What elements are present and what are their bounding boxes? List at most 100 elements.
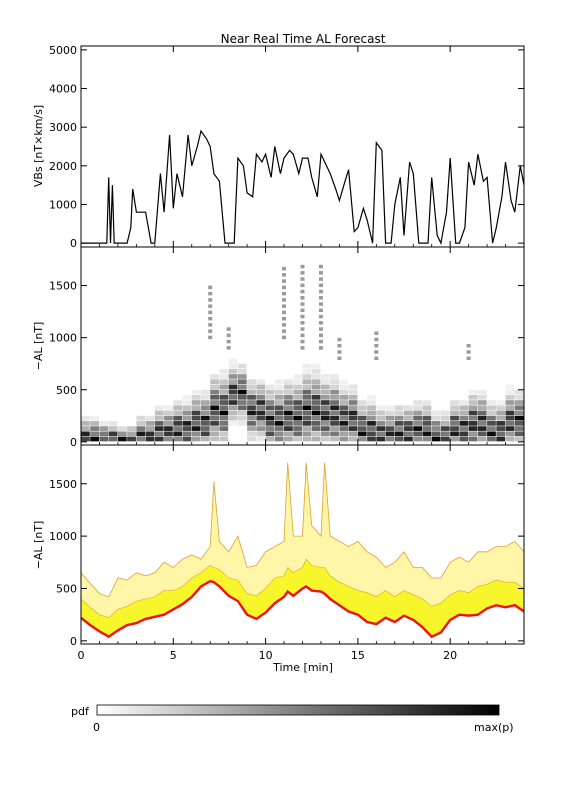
pdf-cell [256, 426, 266, 431]
pdf-cell [108, 431, 118, 437]
pdf-cell [237, 421, 247, 426]
pdf-cell [404, 431, 413, 437]
pdf-cell [210, 436, 219, 442]
pdf-cell [330, 389, 339, 395]
pdf-cell [450, 436, 459, 442]
pdf-cell [173, 421, 183, 426]
pdf-cell [182, 431, 192, 437]
pdf-cell [487, 431, 496, 437]
pdf-cell [468, 431, 478, 437]
pdf-cell [505, 431, 515, 437]
pdf-cell [173, 400, 183, 405]
pdf-cell [385, 426, 395, 431]
pdf-cell [320, 384, 330, 390]
pdf-outlier-cell [300, 327, 305, 331]
colorbar-min-label: 0 [93, 721, 100, 734]
pdf-cell [237, 368, 247, 374]
pdf-outlier-cell [208, 285, 213, 290]
pdf-cell [164, 410, 173, 416]
bot-ytick-label: 500 [56, 582, 77, 595]
pdf-cell [394, 410, 404, 416]
pdf-cell [256, 400, 266, 405]
pdf-cell [173, 426, 183, 431]
pdf-cell [348, 389, 358, 395]
pdf-cell [256, 405, 266, 411]
pdf-cell [284, 400, 293, 405]
pdf-outlier-cell [318, 333, 323, 338]
pdf-outlier-cell [282, 279, 287, 283]
pdf-cell [284, 426, 293, 431]
pdf-cell [330, 426, 339, 431]
pdf-cell [348, 421, 358, 426]
pdf-cell [468, 421, 478, 426]
pdf-cell [200, 389, 210, 395]
pdf-cell [237, 415, 247, 421]
pdf-cell [320, 389, 330, 395]
pdf-cell [274, 389, 284, 395]
pdf-outlier-cell [318, 314, 323, 319]
pdf-cell [210, 405, 219, 411]
pdf-cell [302, 394, 312, 400]
pdf-cell [514, 431, 524, 437]
pdf-outlier-cell [374, 356, 379, 361]
pdf-cell [477, 426, 487, 431]
top-ytick-label: 1000 [49, 198, 77, 211]
pdf-cell [284, 421, 293, 426]
pdf-cell [385, 431, 395, 437]
pdf-cell [81, 436, 90, 442]
pdf-cell [247, 410, 256, 416]
pdf-cell [320, 405, 330, 411]
pdf-cell [376, 436, 386, 442]
pdf-cell [81, 415, 90, 421]
pdf-cell [90, 436, 99, 442]
pdf-outlier-cell [300, 308, 305, 313]
pdf-cell [440, 410, 450, 416]
pdf-cell [514, 410, 524, 416]
top-ytick-label: 5000 [49, 44, 77, 57]
pdf-cell [302, 410, 312, 416]
pdf-cell [191, 405, 201, 411]
pdf-outlier-cell [318, 302, 323, 306]
pdf-cell [228, 415, 238, 421]
pdf-cell [505, 389, 515, 395]
pdf-cell [376, 431, 386, 437]
pdf-cell [320, 374, 330, 379]
pdf-outlier-cell [374, 350, 379, 354]
pdf-cell [265, 400, 275, 405]
pdf-cell [228, 374, 238, 379]
pdf-cell [145, 415, 155, 421]
pdf-cell [247, 436, 256, 442]
pdf-cell [284, 410, 293, 416]
pdf-cell [311, 400, 321, 405]
xtick-label: 0 [78, 649, 85, 662]
pdf-cell [422, 421, 432, 426]
pdf-cell [330, 384, 339, 390]
pdf-outlier-cell [318, 264, 323, 269]
pdf-cell [330, 436, 339, 442]
pdf-cell [348, 405, 358, 411]
pdf-cell [228, 400, 238, 405]
pdf-outlier-cell [282, 266, 287, 271]
pdf-cell [413, 431, 423, 437]
pdf-cell [468, 426, 478, 431]
pdf-cell [468, 415, 478, 421]
pdf-cell [265, 415, 275, 421]
pdf-outlier-cell [300, 277, 305, 281]
pdf-cell [293, 410, 303, 416]
pdf-cell [339, 379, 349, 385]
pdf-cell [228, 363, 238, 369]
pdf-cell [431, 431, 441, 437]
pdf-cell [228, 405, 238, 411]
pdf-cell [477, 431, 487, 437]
pdf-cell [320, 421, 330, 426]
pdf-cell [293, 421, 303, 426]
pdf-cell [284, 405, 293, 411]
top-ytick-label: 0 [70, 237, 77, 250]
pdf-cell [145, 421, 155, 426]
pdf-cell [302, 368, 312, 374]
pdf-cell [394, 421, 404, 426]
pdf-outlier-cell [300, 321, 305, 325]
pdf-cell [394, 415, 404, 421]
pdf-cell [320, 415, 330, 421]
